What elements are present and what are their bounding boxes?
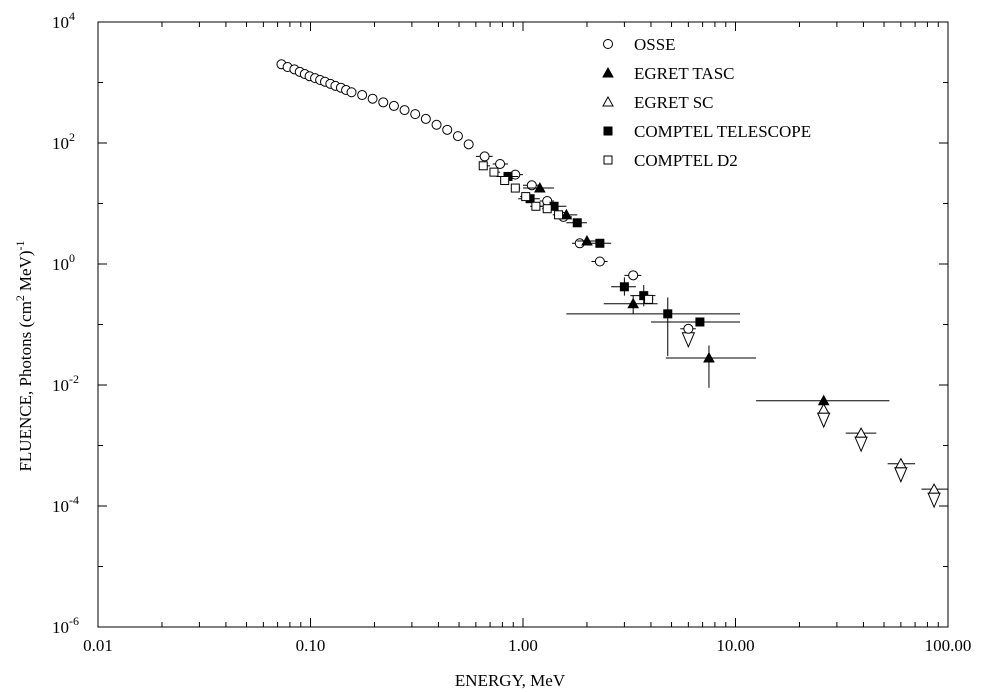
- egret-sc-point: [855, 427, 867, 438]
- data-marks: [276, 59, 948, 509]
- egret-tasc-point: [703, 351, 715, 363]
- x-tick-label: 100.00: [925, 636, 972, 655]
- legend-label-comptel-d2: COMPTEL D2: [634, 151, 738, 170]
- comptel-d2-point: [478, 161, 488, 171]
- y-tick-label: 100: [52, 251, 75, 274]
- osse-point: [357, 90, 368, 101]
- axis-ticks: [97, 21, 949, 628]
- comptel-telescope-point: [549, 201, 559, 211]
- comptel-telescope-point: [572, 218, 582, 228]
- osse-point: [399, 105, 410, 116]
- comptel-telescope-point: [619, 282, 629, 292]
- legend-label-comptel-telescope: COMPTEL TELESCOPE: [634, 122, 811, 141]
- y-tick-exponent: -2: [69, 372, 79, 386]
- comptel-d2-point: [521, 192, 531, 202]
- y-axis-title-sup1: 2: [13, 295, 27, 301]
- y-tick-base: 10: [52, 618, 69, 637]
- osse-point: [346, 87, 357, 98]
- y-tick-base: 10: [52, 134, 69, 153]
- osse-point: [367, 93, 378, 104]
- comptel-d2-point: [554, 210, 564, 220]
- osse-point: [431, 119, 442, 130]
- y-tick-base: 10: [52, 255, 69, 274]
- axis-tick-labels: 0.01 0.10 1.00 10.00 100.0010410210010-210-4…: [52, 9, 971, 655]
- egret-sc-point: [895, 457, 907, 469]
- osse-point: [683, 323, 694, 334]
- comptel-d2-point: [542, 204, 552, 214]
- comptel-telescope-point: [595, 238, 605, 248]
- x-tick-label: 0.01: [83, 636, 113, 655]
- comptel-telescope-point: [663, 309, 673, 319]
- x-tick-label: 1.00: [508, 636, 538, 655]
- comptel-telescope-point: [639, 291, 649, 301]
- comptel-d2-point: [510, 183, 520, 193]
- x-tick-label: 0.10: [296, 636, 326, 655]
- egret-sc-point: [928, 483, 940, 494]
- osse-point: [378, 97, 389, 108]
- legend: OSSE EGRET TASC EGRET SC COMPTEL TELESCOPE C…: [602, 35, 811, 170]
- comptel-d2-point: [500, 175, 510, 185]
- comptel-d2-point: [644, 294, 654, 304]
- osse-point: [594, 256, 605, 267]
- legend-marker-comptel-telescope: [603, 126, 613, 136]
- x-axis-title: ENERGY, MeV: [455, 671, 566, 690]
- legend-marker-egret-sc: [602, 95, 614, 107]
- osse-point: [388, 100, 399, 111]
- y-tick-label: 104: [52, 9, 75, 32]
- legend-label-egret-tasc: EGRET TASC: [634, 64, 735, 83]
- y-axis-title-sup2: -1: [13, 240, 27, 250]
- y-tick-base: 10: [52, 497, 69, 516]
- legend-label-egret-sc: EGRET SC: [634, 93, 714, 112]
- egret-tasc-point: [627, 297, 640, 309]
- y-tick-exponent: -4: [69, 493, 79, 507]
- egret-tasc-point: [533, 182, 546, 193]
- osse-point: [420, 113, 431, 124]
- comptel-d2-point: [531, 201, 541, 211]
- comptel-d2-point: [489, 167, 499, 177]
- y-tick-exponent: 0: [69, 251, 75, 265]
- egret-tasc-point: [581, 234, 593, 246]
- osse-point: [526, 180, 537, 191]
- legend-label-osse: OSSE: [634, 35, 676, 54]
- legend-marker-comptel-d2: [603, 155, 613, 165]
- osse-point: [463, 139, 474, 150]
- y-tick-label: 102: [52, 130, 75, 153]
- osse-point: [442, 124, 453, 135]
- egret-tasc-point: [560, 208, 573, 220]
- osse-point: [628, 270, 639, 281]
- y-axis-title: FLUENCE, Photons (cm2 MeV)-1: [13, 240, 35, 471]
- legend-marker-egret-tasc: [602, 66, 614, 78]
- y-tick-label: 10-2: [52, 372, 79, 395]
- y-tick-exponent: 4: [69, 9, 75, 23]
- egret-sc-point: [817, 403, 830, 414]
- y-tick-base: 10: [52, 13, 69, 32]
- y-tick-label: 10-4: [52, 493, 79, 516]
- y-tick-base: 10: [52, 376, 69, 395]
- y-tick-label: 10-6: [52, 614, 79, 637]
- y-tick-exponent: -6: [69, 614, 79, 628]
- osse-point: [452, 131, 463, 142]
- x-tick-label: 10.00: [716, 636, 754, 655]
- osse-point: [495, 158, 506, 169]
- legend-marker-osse: [603, 39, 613, 49]
- osse-point: [479, 151, 490, 162]
- y-axis-title-unit: MeV): [16, 250, 35, 291]
- osse-point: [410, 109, 421, 120]
- comptel-telescope-point: [695, 317, 705, 327]
- y-tick-exponent: 2: [69, 130, 75, 144]
- y-axis-title-main: FLUENCE, Photons (cm: [16, 301, 35, 471]
